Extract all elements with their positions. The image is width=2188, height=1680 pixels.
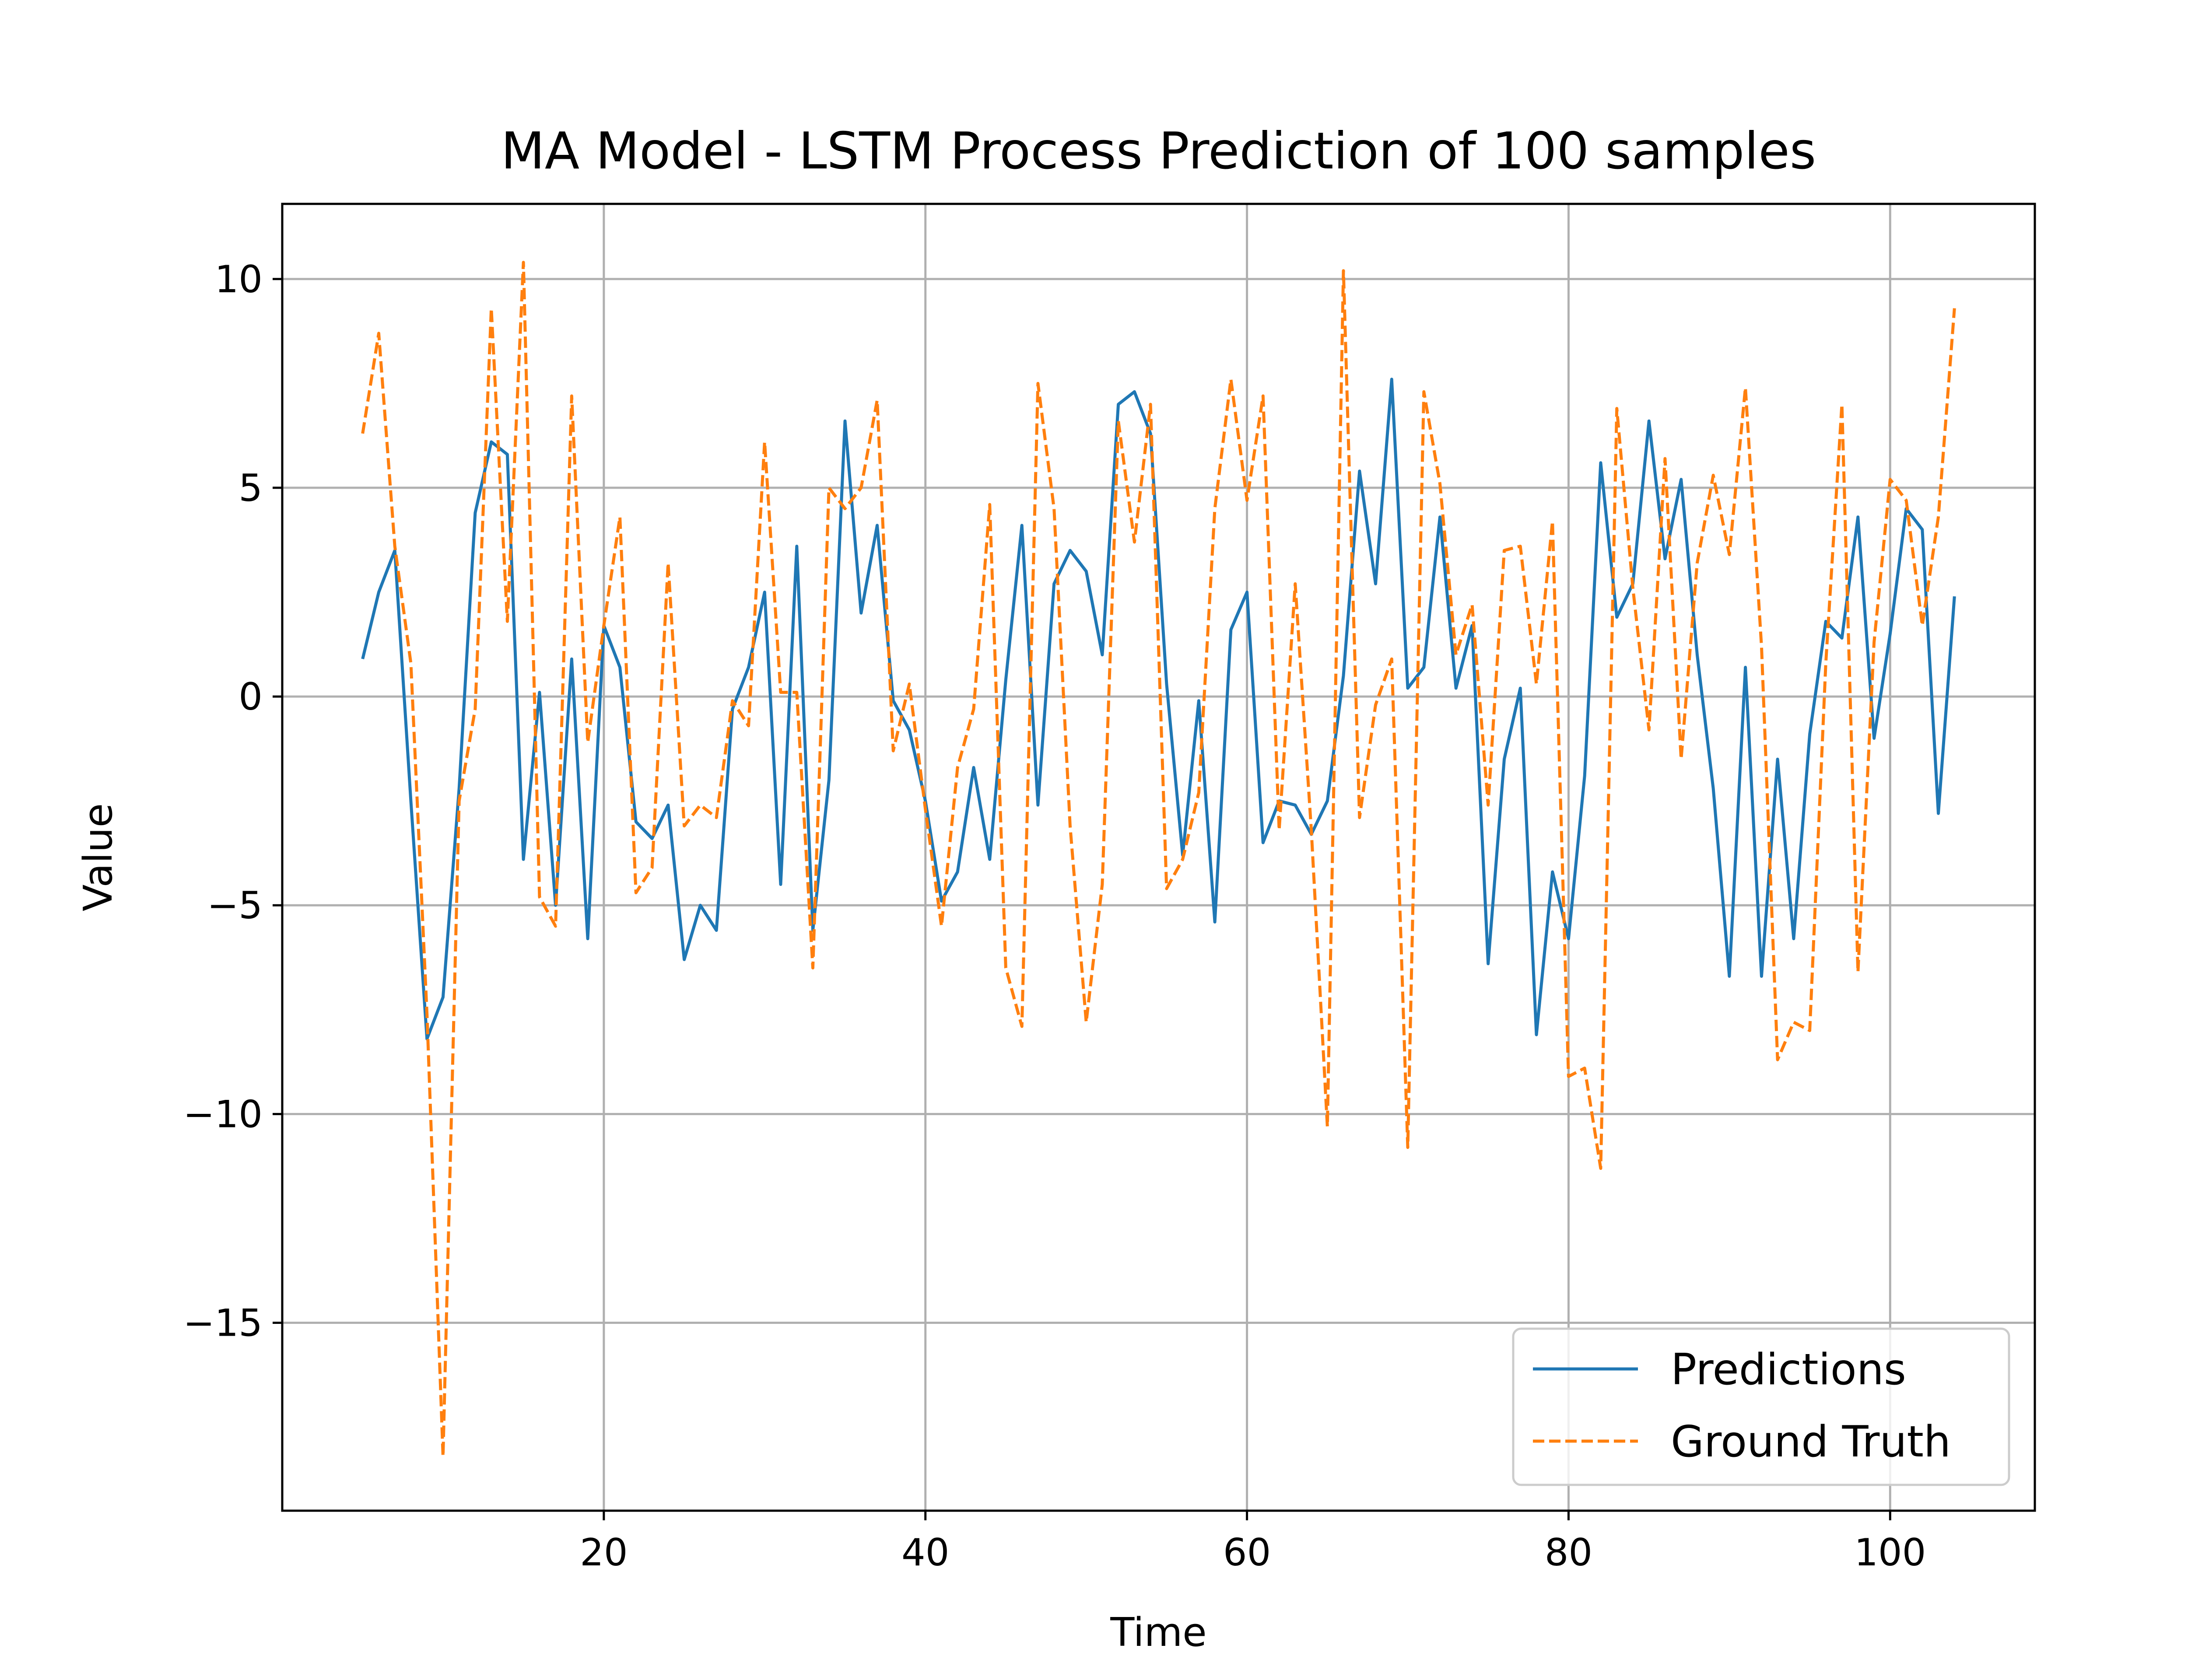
ticks: 20 40 60 80 100 10 5 0 −5 −10 −15 (183, 258, 1926, 1575)
y-tick-label: 10 (215, 258, 263, 301)
x-tick-label: 60 (1223, 1531, 1271, 1575)
x-tick-label: 80 (1545, 1531, 1592, 1575)
y-tick-label: −15 (183, 1302, 263, 1345)
legend: Predictions Ground Truth (1512, 1327, 2010, 1486)
x-tick-label: 100 (1854, 1531, 1926, 1575)
y-tick-label: 0 (238, 675, 263, 719)
series-line-predictions (361, 378, 1956, 1041)
legend-label: Predictions (1671, 1345, 1906, 1395)
y-tick-label: 5 (238, 466, 263, 510)
y-tick-label: −5 (207, 884, 263, 928)
y-axis-label: Value (75, 803, 121, 911)
x-tick-label: 20 (580, 1531, 628, 1575)
x-tick-label: 40 (901, 1531, 949, 1575)
series-line-ground-truth (361, 261, 1956, 1458)
plot-frame (281, 203, 2036, 1512)
x-axis-label: Time (1110, 1610, 1206, 1656)
series-group (361, 261, 1956, 1458)
chart-title: MA Model - LSTM Process Prediction of 10… (501, 122, 1816, 181)
legend-label: Ground Truth (1671, 1417, 1951, 1467)
y-tick-label: −10 (183, 1092, 263, 1136)
